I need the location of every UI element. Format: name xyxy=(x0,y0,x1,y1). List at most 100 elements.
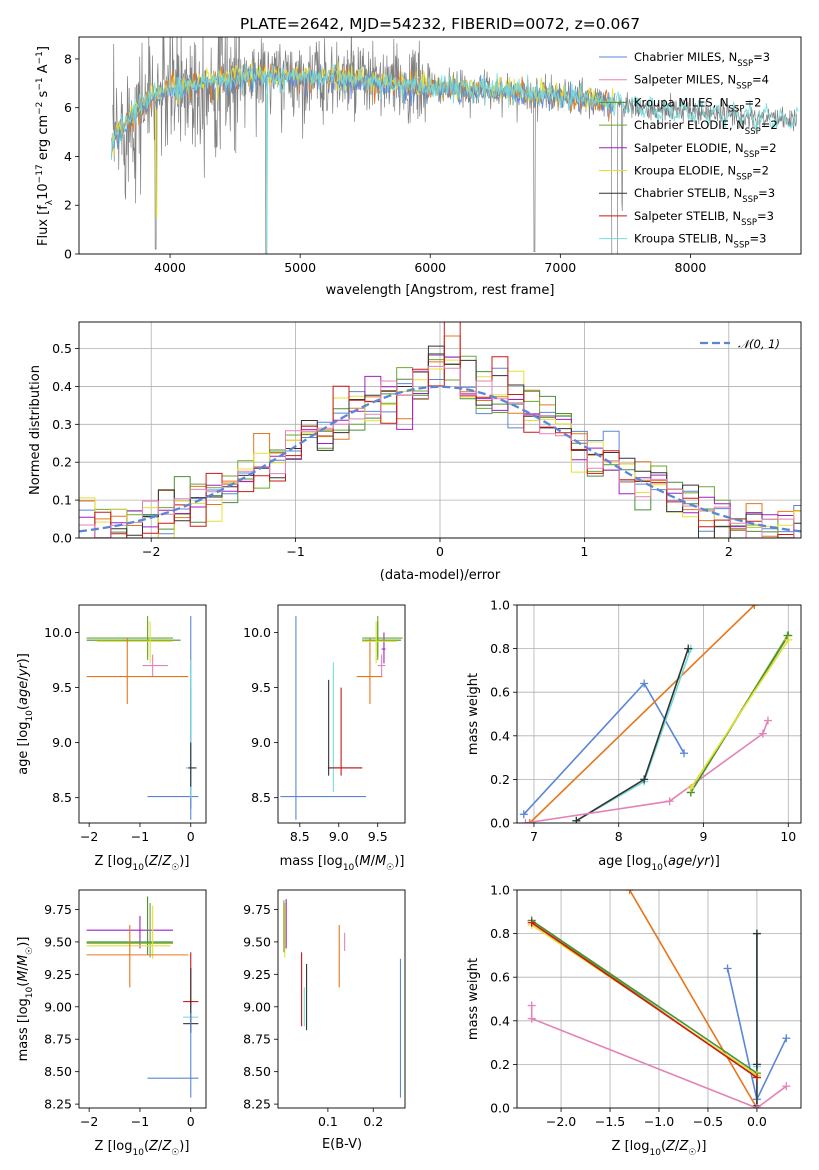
label-part: Z [ xyxy=(612,1139,630,1154)
x-tick-label: −2 xyxy=(80,829,98,844)
series-line xyxy=(575,648,689,822)
legend-subscript: SSP xyxy=(736,82,752,92)
legend-tail: =2 xyxy=(761,118,778,132)
label-part: age [ xyxy=(598,854,631,869)
x-axis-label: age [log10(age/yr)] xyxy=(598,854,720,873)
label-part: Z xyxy=(678,1139,689,1154)
label-part: erg cm xyxy=(36,115,51,164)
y-tick-label: 8.5 xyxy=(251,790,271,805)
y-tick-label: 4 xyxy=(64,149,72,164)
legend-entry: Salpeter MILES, NSSP=4 xyxy=(634,73,769,92)
label-part: / xyxy=(371,854,376,869)
y-tick-label: 8.50 xyxy=(44,1064,72,1079)
y-tick-label: 10.0 xyxy=(44,625,72,640)
label-part: ☉ xyxy=(171,863,179,873)
y-tick-label: 0.0 xyxy=(490,1101,510,1116)
y-tick-label: 9.75 xyxy=(44,902,72,917)
legend-entry: Chabrier STELIB, NSSP=3 xyxy=(634,186,775,205)
y-tick-label: 6 xyxy=(64,100,72,115)
y-tick-label: 0.4 xyxy=(490,1013,510,1028)
x-tick-label: 0.1 xyxy=(318,1114,338,1129)
observed-spectrum xyxy=(112,37,798,254)
axes-frame xyxy=(277,604,406,824)
x-tick-label: −1 xyxy=(131,1114,149,1129)
series-line xyxy=(530,1005,787,1108)
y-tick-label: 9.00 xyxy=(243,999,271,1014)
series-line xyxy=(523,682,685,815)
legend-entry: Chabrier MILES, NSSP=3 xyxy=(634,50,770,69)
legend-text: Chabrier STELIB, N xyxy=(634,186,742,200)
legend-tail: =3 xyxy=(753,50,770,64)
x-tick-label: 0.0 xyxy=(747,1114,767,1129)
x-axis-label: Z [log10(Z/Z☉)] xyxy=(95,854,190,873)
label-part: A xyxy=(36,64,51,77)
y-tick-label: 0.0 xyxy=(490,816,510,831)
label-part: Z xyxy=(161,1139,172,1154)
x-tick-label: 9.5 xyxy=(368,829,388,844)
label-part: ( xyxy=(16,982,31,987)
legend-text: Chabrier MILES, N xyxy=(634,50,737,64)
figure-title: PLATE=2642, MJD=54232, FIBERID=0072, z=0… xyxy=(240,15,640,33)
legend-text: Salpeter STELIB, N xyxy=(634,209,741,223)
y-tick-label: 8.75 xyxy=(44,1032,72,1047)
y-tick-label: 0.6 xyxy=(490,970,510,985)
x-tick-label: 8 xyxy=(615,829,623,844)
plot-area xyxy=(111,37,799,254)
chart-spectrum: 4000 5000 6000 7000 8000 0 2 4 6 8 wavelength [Ang… xyxy=(35,36,802,298)
x-tick-label: 5000 xyxy=(284,260,316,275)
x-tick-label: 7 xyxy=(530,829,538,844)
chart-residuals: −2 −1 0 1 2 0.0 0.1 0.2 0.3 0.4 0.5 (data-model)/er… xyxy=(28,321,802,583)
label-part: M xyxy=(16,970,31,981)
x-tick-label: −1 xyxy=(286,544,304,559)
legend-subscript: SSP xyxy=(736,173,752,183)
label-part: Z [ xyxy=(95,854,113,869)
legend-tail: =3 xyxy=(757,209,774,223)
label-part: 10 xyxy=(132,1148,144,1158)
axes-frame xyxy=(516,889,802,1109)
label-part: / xyxy=(675,1139,680,1154)
legend-tail: =3 xyxy=(749,232,766,246)
label-part: log xyxy=(113,1139,133,1154)
legend-text: Kroupa ELODIE, N xyxy=(634,164,736,178)
model-spectrum xyxy=(111,63,799,254)
y-tick-label: 8.25 xyxy=(243,1097,271,1112)
y-tick-label: 8.50 xyxy=(243,1064,271,1079)
legend-subscript: SSP xyxy=(734,241,750,251)
legend-entry: Chabrier ELODIE, NSSP=2 xyxy=(634,118,778,137)
label-part: )] xyxy=(696,1139,706,1154)
y-axis-label: mass weight xyxy=(466,958,481,1040)
label-part: 10 xyxy=(651,863,663,873)
y-tick-label: 0 xyxy=(64,247,72,262)
y-tick-label: 9.25 xyxy=(243,967,271,982)
label-part: Z [ xyxy=(95,1139,113,1154)
x-tick-label: 6000 xyxy=(414,260,446,275)
y-tick-label: 1.0 xyxy=(490,883,510,898)
series-line xyxy=(628,890,758,1108)
series-line xyxy=(525,720,769,823)
label-part: Z xyxy=(148,854,159,869)
legend-entry: Kroupa STELIB, NSSP=3 xyxy=(634,232,766,251)
x-tick-label: −2.0 xyxy=(546,1114,576,1129)
label-part: / xyxy=(158,854,163,869)
y-tick-label: 0.0 xyxy=(52,531,72,546)
label-part: / xyxy=(16,676,31,681)
plot-area xyxy=(527,890,791,1108)
x-axis-label: mass [log10(M/M☉)] xyxy=(280,854,405,873)
legend-subscript: SSP xyxy=(737,59,753,69)
x-axis-label: wavelength [Angstrom, rest frame] xyxy=(326,283,555,298)
x-tick-label: −1.5 xyxy=(595,1114,625,1129)
axes-frame xyxy=(78,36,802,255)
y-tick-label: 10.0 xyxy=(243,625,271,640)
legend-entry: 𝒩(0, 1) xyxy=(738,337,780,351)
legend-tail: =2 xyxy=(752,164,769,178)
y-tick-label: 0.2 xyxy=(490,772,510,787)
label-part: age [ xyxy=(16,741,31,774)
x-axis-label: Z [log10(Z/Z☉)] xyxy=(612,1139,707,1158)
legend-tail: =4 xyxy=(752,73,769,87)
legend-text: Salpeter ELODIE, N xyxy=(634,141,744,155)
y-tick-label: 0.8 xyxy=(490,926,510,941)
label-part: ☉ xyxy=(171,1148,179,1158)
label-part: ☉ xyxy=(688,1148,696,1158)
label-part: ☉ xyxy=(25,947,35,955)
